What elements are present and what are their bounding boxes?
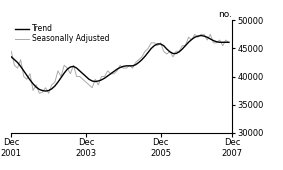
Text: no.: no. — [218, 10, 232, 19]
Legend: Trend, Seasonally Adjusted: Trend, Seasonally Adjusted — [15, 24, 110, 43]
